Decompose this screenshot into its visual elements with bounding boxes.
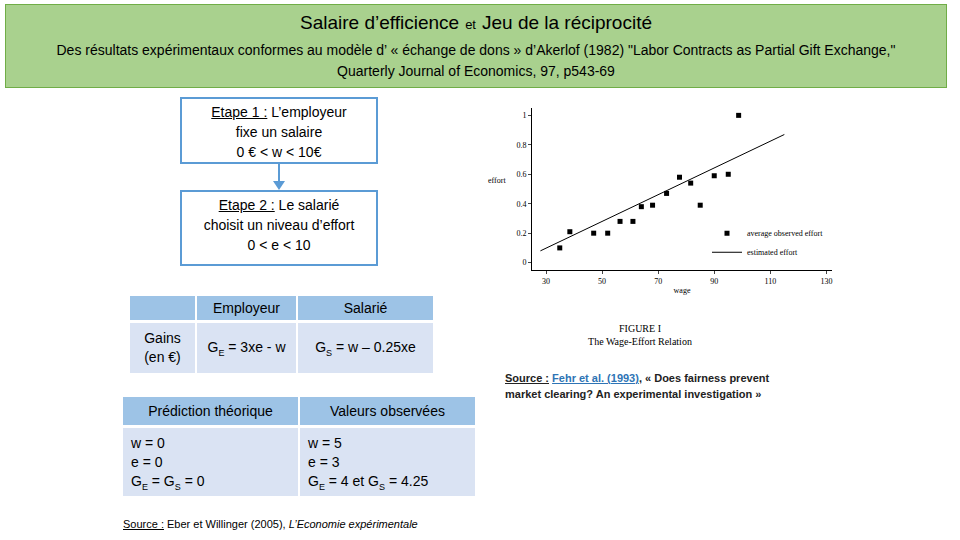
html-text:(en €): (en €)	[144, 349, 181, 365]
svg-text:1: 1	[522, 111, 526, 120]
html-text:0 € < w < 10€: 0 € < w < 10€	[236, 144, 322, 160]
html-text:e = 3: e = 3	[308, 454, 340, 470]
svg-text:50: 50	[598, 277, 606, 286]
html-text:Salaire d’efficience et Jeu de: Salaire d’efficience et Jeu de la récipr…	[300, 12, 652, 33]
html-text:w = 5: w = 5	[308, 435, 342, 451]
html-text:e = 0: e = 0	[131, 454, 163, 470]
html-text:Gains: Gains	[144, 330, 181, 346]
svg-text:70: 70	[654, 277, 662, 286]
html-text:Prédiction théorique: Prédiction théorique	[148, 403, 273, 419]
svg-text:0.2: 0.2	[516, 229, 526, 238]
svg-text:effort: effort	[488, 176, 506, 185]
html-text:Source : Fehr et al. (1993), «: Source : Fehr et al. (1993), « Does fair…	[505, 372, 770, 400]
html-text:FIGURE I: FIGURE I	[619, 323, 661, 334]
html-text:Valeurs observées: Valeurs observées	[330, 403, 445, 419]
svg-text:90: 90	[710, 277, 718, 286]
html-text:GS= w – 0.25xe: GS= w – 0.25xe	[315, 338, 416, 358]
svg-text:0.4: 0.4	[516, 200, 526, 209]
svg-text:wage: wage	[674, 286, 691, 295]
svg-text:estimated effort: estimated effort	[747, 248, 798, 257]
html-text:choisit un niveau d’effort: choisit un niveau d’effort	[203, 217, 355, 233]
html-text:Source : Eber et Willinger (20: Source : Eber et Willinger (2005), L’Eco…	[123, 518, 418, 530]
html-text:GE= 4 et GS= 4.25: GE= 4 et GS= 4.25	[308, 473, 429, 492]
svg-text:0.6: 0.6	[516, 170, 526, 179]
html-text:Des résultats expérimentaux co: Des résultats expérimentaux conformes au…	[56, 42, 896, 79]
html-text:w = 0: w = 0	[131, 435, 165, 451]
html-text:Etape 2 : Le salarié: Etape 2 : Le salarié	[218, 197, 340, 213]
html-text:Employeur: Employeur	[213, 300, 280, 316]
svg-text:30: 30	[542, 277, 550, 286]
html-text:GE= 3xe - w: GE= 3xe - w	[207, 338, 286, 358]
svg-text:0: 0	[522, 258, 526, 267]
html-text:GE= GS= 0: GE= GS= 0	[131, 473, 205, 492]
svg-text:0.8: 0.8	[516, 141, 526, 150]
html-text:0 < e < 10: 0 < e < 10	[247, 237, 311, 253]
svg-text:130: 130	[820, 277, 832, 286]
svg-text:average observed effort: average observed effort	[747, 229, 823, 238]
html-text:Etape 1 : L’employeur: Etape 1 : L’employeur	[211, 104, 347, 120]
html-text:fixe un salaire: fixe un salaire	[235, 124, 323, 140]
html-text:The Wage-Effort Relation: The Wage-Effort Relation	[588, 336, 692, 347]
html-text:Salarié: Salarié	[343, 300, 388, 316]
svg-text:110: 110	[764, 277, 776, 286]
